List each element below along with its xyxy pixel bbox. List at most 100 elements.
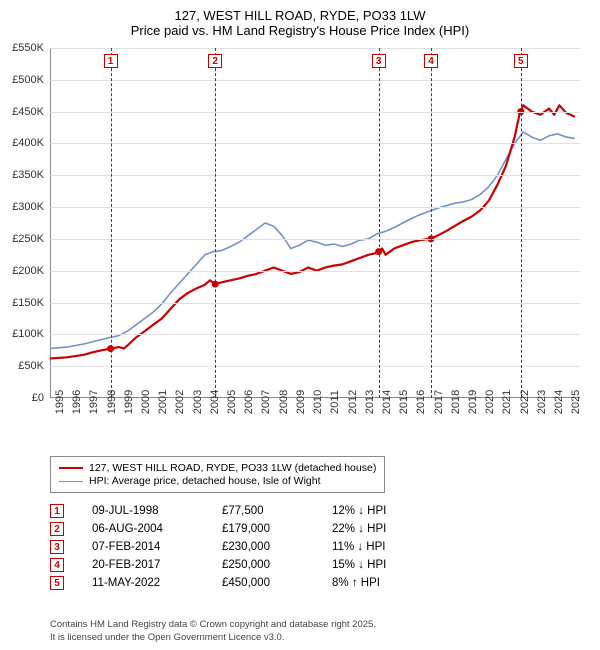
sales-row-marker: 5 [50, 576, 64, 590]
sales-row-diff: 12% ↓ HPI [332, 505, 452, 517]
sales-row-diff: 22% ↓ HPI [332, 523, 452, 535]
x-tick-label: 1995 [54, 390, 66, 414]
chart-lines-svg [50, 48, 580, 398]
sales-row-marker: 2 [50, 522, 64, 536]
legend-label: HPI: Average price, detached house, Isle… [89, 475, 321, 487]
y-tick-label: £50K [18, 360, 44, 372]
y-tick-label: £500K [12, 74, 44, 86]
sales-row-date: 20-FEB-2017 [92, 559, 222, 571]
x-tick-label: 2012 [347, 390, 359, 414]
sale-marker-vline [521, 48, 522, 398]
sales-row-date: 06-AUG-2004 [92, 523, 222, 535]
sale-marker-vline [431, 48, 432, 398]
sales-row-diff: 11% ↓ HPI [332, 541, 452, 553]
legend-swatch [59, 467, 83, 469]
gridline-h [50, 207, 580, 208]
gridline-h [50, 334, 580, 335]
footer-line-2: It is licensed under the Open Government… [50, 632, 376, 644]
x-tick-label: 1997 [88, 390, 100, 414]
x-tick-label: 2004 [209, 390, 221, 414]
gridline-h [50, 303, 580, 304]
sales-row-date: 07-FEB-2014 [92, 541, 222, 553]
sale-marker-vline [379, 48, 380, 398]
title-line-1: 127, WEST HILL ROAD, RYDE, PO33 1LW [10, 8, 590, 23]
gridline-h [50, 80, 580, 81]
x-tick-label: 1998 [106, 390, 118, 414]
legend-label: 127, WEST HILL ROAD, RYDE, PO33 1LW (det… [89, 462, 376, 474]
x-tick-label: 2008 [278, 390, 290, 414]
sale-marker-box: 4 [424, 54, 438, 68]
y-tick-label: £150K [12, 297, 44, 309]
gridline-h [50, 366, 580, 367]
sales-row-date: 11-MAY-2022 [92, 577, 222, 589]
sales-table: 1 09-JUL-1998£77,50012% ↓ HPI 2 06-AUG-2004… [50, 500, 550, 594]
y-tick-label: £300K [12, 201, 44, 213]
sales-row-diff: 15% ↓ HPI [332, 559, 452, 571]
x-tick-label: 2001 [157, 390, 169, 414]
sales-row: 3 07-FEB-2014£230,00011% ↓ HPI [50, 540, 550, 554]
gridline-h [50, 175, 580, 176]
legend-row: 127, WEST HILL ROAD, RYDE, PO33 1LW (det… [59, 462, 376, 474]
x-tick-label: 2025 [570, 390, 582, 414]
footer-line-1: Contains HM Land Registry data © Crown c… [50, 619, 376, 631]
x-tick-label: 2014 [381, 390, 393, 414]
sale-marker-vline [215, 48, 216, 398]
sale-marker-box: 2 [208, 54, 222, 68]
x-tick-label: 2010 [312, 390, 324, 414]
series-hpi [50, 132, 575, 348]
x-tick-label: 2013 [364, 390, 376, 414]
sale-marker-vline [111, 48, 112, 398]
x-tick-label: 2009 [295, 390, 307, 414]
sales-row-marker: 4 [50, 558, 64, 572]
x-tick-label: 2002 [174, 390, 186, 414]
x-tick-label: 1999 [123, 390, 135, 414]
footer-attribution: Contains HM Land Registry data © Crown c… [50, 619, 376, 644]
x-tick-label: 2005 [226, 390, 238, 414]
y-tick-label: £400K [12, 137, 44, 149]
x-tick-label: 2000 [140, 390, 152, 414]
y-tick-label: £200K [12, 265, 44, 277]
y-tick-label: £350K [12, 169, 44, 181]
x-tick-label: 2003 [192, 390, 204, 414]
sales-row-price: £450,000 [222, 577, 332, 589]
x-tick-label: 2023 [536, 390, 548, 414]
sales-row: 1 09-JUL-1998£77,50012% ↓ HPI [50, 504, 550, 518]
y-tick-label: £550K [12, 42, 44, 54]
sales-row-price: £77,500 [222, 505, 332, 517]
sales-row-marker: 3 [50, 540, 64, 554]
y-tick-label: £0 [32, 392, 44, 404]
sale-marker-box: 1 [104, 54, 118, 68]
x-axis: 1995199619971998199920002001200220032004… [50, 398, 580, 458]
sales-row-price: £179,000 [222, 523, 332, 535]
sales-row: 2 06-AUG-2004£179,00022% ↓ HPI [50, 522, 550, 536]
y-tick-label: £100K [12, 328, 44, 340]
x-tick-label: 2019 [467, 390, 479, 414]
y-axis: £0£50K£100K£150K£200K£250K£300K£350K£400… [0, 48, 48, 398]
gridline-h [50, 48, 580, 49]
gridline-h [50, 112, 580, 113]
sales-row-date: 09-JUL-1998 [92, 505, 222, 517]
x-tick-label: 2006 [243, 390, 255, 414]
sales-row-diff: 8% ↑ HPI [332, 577, 452, 589]
gridline-h [50, 143, 580, 144]
x-tick-label: 2015 [398, 390, 410, 414]
x-tick-label: 1996 [71, 390, 83, 414]
sales-row: 420-FEB-2017£250,00015% ↓ HPI [50, 558, 550, 572]
x-tick-label: 2024 [553, 390, 565, 414]
sales-row-price: £230,000 [222, 541, 332, 553]
gridline-h [50, 271, 580, 272]
sale-marker-box: 3 [372, 54, 386, 68]
title-line-2: Price paid vs. HM Land Registry's House … [10, 23, 590, 38]
legend-box: 127, WEST HILL ROAD, RYDE, PO33 1LW (det… [50, 456, 385, 493]
x-tick-label: 2017 [433, 390, 445, 414]
x-tick-label: 2011 [329, 390, 341, 414]
x-tick-label: 2021 [501, 390, 513, 414]
chart-plot-area: 12345 [50, 48, 580, 398]
chart-container: 127, WEST HILL ROAD, RYDE, PO33 1LW Pric… [0, 0, 600, 650]
sales-row: 5 11-MAY-2022£450,0008% ↑ HPI [50, 576, 550, 590]
x-tick-label: 2020 [484, 390, 496, 414]
legend-swatch [59, 481, 83, 482]
gridline-h [50, 239, 580, 240]
x-tick-label: 2007 [260, 390, 272, 414]
sales-row-marker: 1 [50, 504, 64, 518]
